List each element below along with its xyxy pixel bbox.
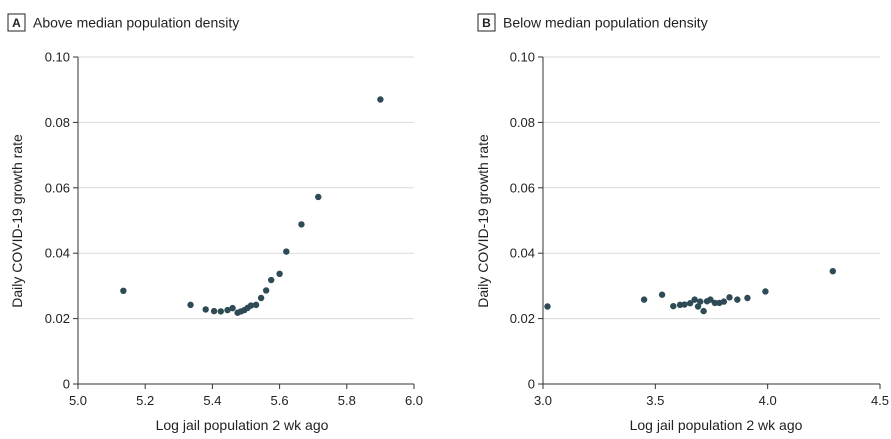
panel-b-data-point bbox=[720, 298, 728, 305]
panel-a-data-point bbox=[298, 221, 305, 228]
panel-b-data-point bbox=[681, 301, 688, 308]
panel-b-data-point bbox=[686, 300, 694, 307]
panel-b-axes: 0 0.02 0.04 0.06 0.08 0.10 3.0 3.5 4.0 4.5 bbox=[510, 50, 889, 409]
panel-b-points bbox=[544, 267, 837, 315]
panel-b-title: Below median population density bbox=[503, 15, 708, 31]
panel-a-data-point bbox=[377, 96, 384, 103]
panel-a-data-point bbox=[315, 193, 322, 201]
panel-a-data-point bbox=[247, 302, 255, 309]
panel-b-data-point bbox=[711, 299, 719, 307]
panel-a-data-point bbox=[120, 287, 127, 295]
panel-a-data-point bbox=[276, 270, 283, 278]
panel-a-data-point bbox=[268, 276, 275, 284]
panel-a-x-tick-label: 5.2 bbox=[136, 393, 154, 408]
panel-b-y-axis-title: Daily COVID-19 growth rate bbox=[475, 134, 491, 308]
panel-b-y-tick-label: 0.10 bbox=[510, 50, 535, 65]
panel-b-data-point bbox=[544, 303, 551, 310]
panel-b-x-tick-label: 4.0 bbox=[759, 393, 777, 408]
panel-a-x-axis-title: Log jail population 2 wk ago bbox=[156, 417, 329, 433]
panel-b-data-point bbox=[697, 298, 704, 305]
panel-a-x-tick-label: 6.0 bbox=[405, 393, 423, 408]
panel-b-y-tick-label: 0.04 bbox=[510, 246, 535, 261]
panel-b-x-tick-label: 3.5 bbox=[646, 393, 664, 408]
panel-a-letter-box bbox=[7, 13, 26, 32]
panel-a-data-point bbox=[229, 304, 236, 312]
panel-a-grid bbox=[78, 56, 414, 320]
panel-b-data-point bbox=[691, 296, 698, 303]
panel-a-y-tick-label: 0.06 bbox=[45, 180, 70, 195]
panel-a-data-point bbox=[262, 287, 270, 294]
panel-b-data-point bbox=[762, 288, 769, 295]
panel-a-axes: 0 0.02 0.04 0.06 0.08 0.10 5.0 5.2 5.4 5.6 5.8 6.0 bbox=[45, 50, 423, 409]
panel-a-x-tick-label: 5.4 bbox=[203, 393, 221, 408]
panel-a: A Above median population density Daily … bbox=[7, 13, 423, 433]
panel-a-data-point bbox=[217, 308, 224, 315]
panel-a-letter: A bbox=[12, 16, 21, 30]
panel-b-data-point bbox=[658, 291, 666, 298]
panel-a-y-axis-title: Daily COVID-19 growth rate bbox=[9, 134, 25, 308]
panel-a-y-tick-label: 0 bbox=[63, 377, 70, 392]
panel-a-x-tick-label: 5.8 bbox=[338, 393, 356, 408]
panel-a-data-point bbox=[257, 294, 265, 302]
panel-b-data-point bbox=[734, 296, 741, 303]
panel-a-data-point bbox=[283, 248, 290, 255]
panel-b-y-tick-label: 0 bbox=[528, 377, 535, 392]
panel-b-data-point bbox=[694, 303, 702, 310]
panel-b-data-point bbox=[700, 307, 707, 315]
panel-a-data-point bbox=[210, 307, 218, 315]
panel-b-letter: B bbox=[482, 16, 491, 30]
panel-b-grid bbox=[543, 56, 880, 320]
panel-a-x-tick-label: 5.6 bbox=[271, 393, 289, 408]
panel-a-y-tick-label: 0.04 bbox=[45, 246, 70, 261]
panel-b-data-point bbox=[707, 296, 714, 303]
panel-b-data-point bbox=[726, 294, 733, 301]
panel-a-points bbox=[120, 96, 384, 316]
panel-a-data-point bbox=[252, 301, 260, 309]
panel-a-data-point bbox=[187, 301, 194, 309]
panel-a-y-tick-label: 0.08 bbox=[45, 115, 70, 130]
panel-b-x-axis-title: Log jail population 2 wk ago bbox=[630, 417, 803, 433]
panel-b-y-tick-label: 0.06 bbox=[510, 180, 535, 195]
panel-b-data-point bbox=[670, 302, 677, 310]
panel-b-data-point bbox=[829, 267, 837, 275]
panel-a-x-tick-label: 5.0 bbox=[69, 393, 87, 408]
panel-a-title: Above median population density bbox=[33, 15, 239, 31]
panel-b: B Below median population density Daily … bbox=[475, 13, 889, 433]
panel-b-data-point bbox=[640, 296, 648, 303]
panel-b-x-tick-label: 3.0 bbox=[534, 393, 552, 408]
panel-b-x-tick-label: 4.5 bbox=[871, 393, 889, 408]
panel-a-data-point bbox=[224, 306, 231, 314]
panel-b-letter-box bbox=[477, 13, 496, 32]
panel-a-data-point bbox=[202, 306, 209, 313]
panel-b-y-tick-label: 0.02 bbox=[510, 311, 535, 326]
panel-a-y-tick-label: 0.10 bbox=[45, 50, 70, 65]
panel-b-y-tick-label: 0.08 bbox=[510, 115, 535, 130]
panel-a-y-tick-label: 0.02 bbox=[45, 311, 70, 326]
panel-b-data-point bbox=[744, 294, 751, 302]
